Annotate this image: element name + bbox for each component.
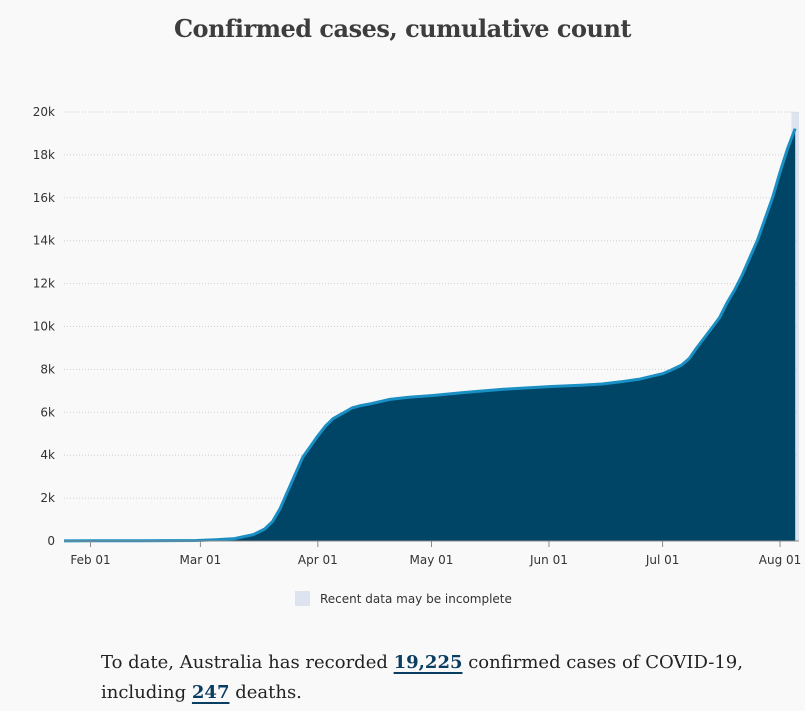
legend-swatch-incomplete bbox=[295, 591, 310, 606]
x-tick-label: May 01 bbox=[410, 553, 454, 567]
y-tick-label: 4k bbox=[40, 448, 55, 462]
cases-count-link[interactable]: 19,225 bbox=[393, 652, 463, 673]
y-tick-label: 0 bbox=[47, 534, 55, 548]
y-axis-ticks: 0 2k 4k 6k 8k 10k 12k 14k 16k 18k 20k bbox=[33, 105, 55, 548]
summary-text-after: deaths. bbox=[229, 682, 302, 703]
x-tick-label: Jul 01 bbox=[645, 553, 680, 567]
x-axis-ticks: Feb 01 Mar 01 Apr 01 May 01 Jun 01 Jul 01 Aug … bbox=[70, 541, 801, 567]
x-tick-label: Aug 01 bbox=[759, 553, 802, 567]
chart-title: Confirmed cases, cumulative count bbox=[173, 14, 632, 43]
x-tick-label: Feb 01 bbox=[70, 553, 110, 567]
x-tick-label: Mar 01 bbox=[180, 553, 222, 567]
y-tick-label: 18k bbox=[33, 148, 55, 162]
y-tick-label: 6k bbox=[40, 405, 55, 419]
summary-text-before: To date, Australia has recorded bbox=[101, 652, 394, 673]
legend: Recent data may be incomplete bbox=[295, 591, 512, 606]
summary-text-middle: confirmed cases of COVID-19, including bbox=[101, 652, 743, 703]
cumulative-cases-chart: 0 2k 4k 6k 8k 10k 12k 14k 16k 18k 20k Feb 01 Mar 01… bbox=[33, 105, 802, 567]
y-tick-label: 16k bbox=[33, 191, 55, 205]
x-tick-label: Jun 01 bbox=[529, 553, 568, 567]
cases-area bbox=[64, 128, 796, 541]
y-tick-label: 12k bbox=[33, 277, 55, 291]
incomplete-data-band bbox=[791, 112, 799, 541]
cases-line bbox=[63, 128, 797, 543]
y-tick-label: 8k bbox=[40, 362, 55, 376]
y-tick-label: 2k bbox=[40, 491, 55, 505]
summary-text: To date, Australia has recorded 19,225 c… bbox=[101, 648, 761, 708]
y-tick-label: 20k bbox=[33, 105, 55, 119]
x-tick-label: Apr 01 bbox=[298, 553, 338, 567]
y-tick-label: 10k bbox=[33, 320, 55, 334]
deaths-count-link[interactable]: 247 bbox=[191, 682, 230, 703]
legend-label-incomplete: Recent data may be incomplete bbox=[320, 591, 512, 606]
y-tick-label: 14k bbox=[33, 234, 55, 248]
